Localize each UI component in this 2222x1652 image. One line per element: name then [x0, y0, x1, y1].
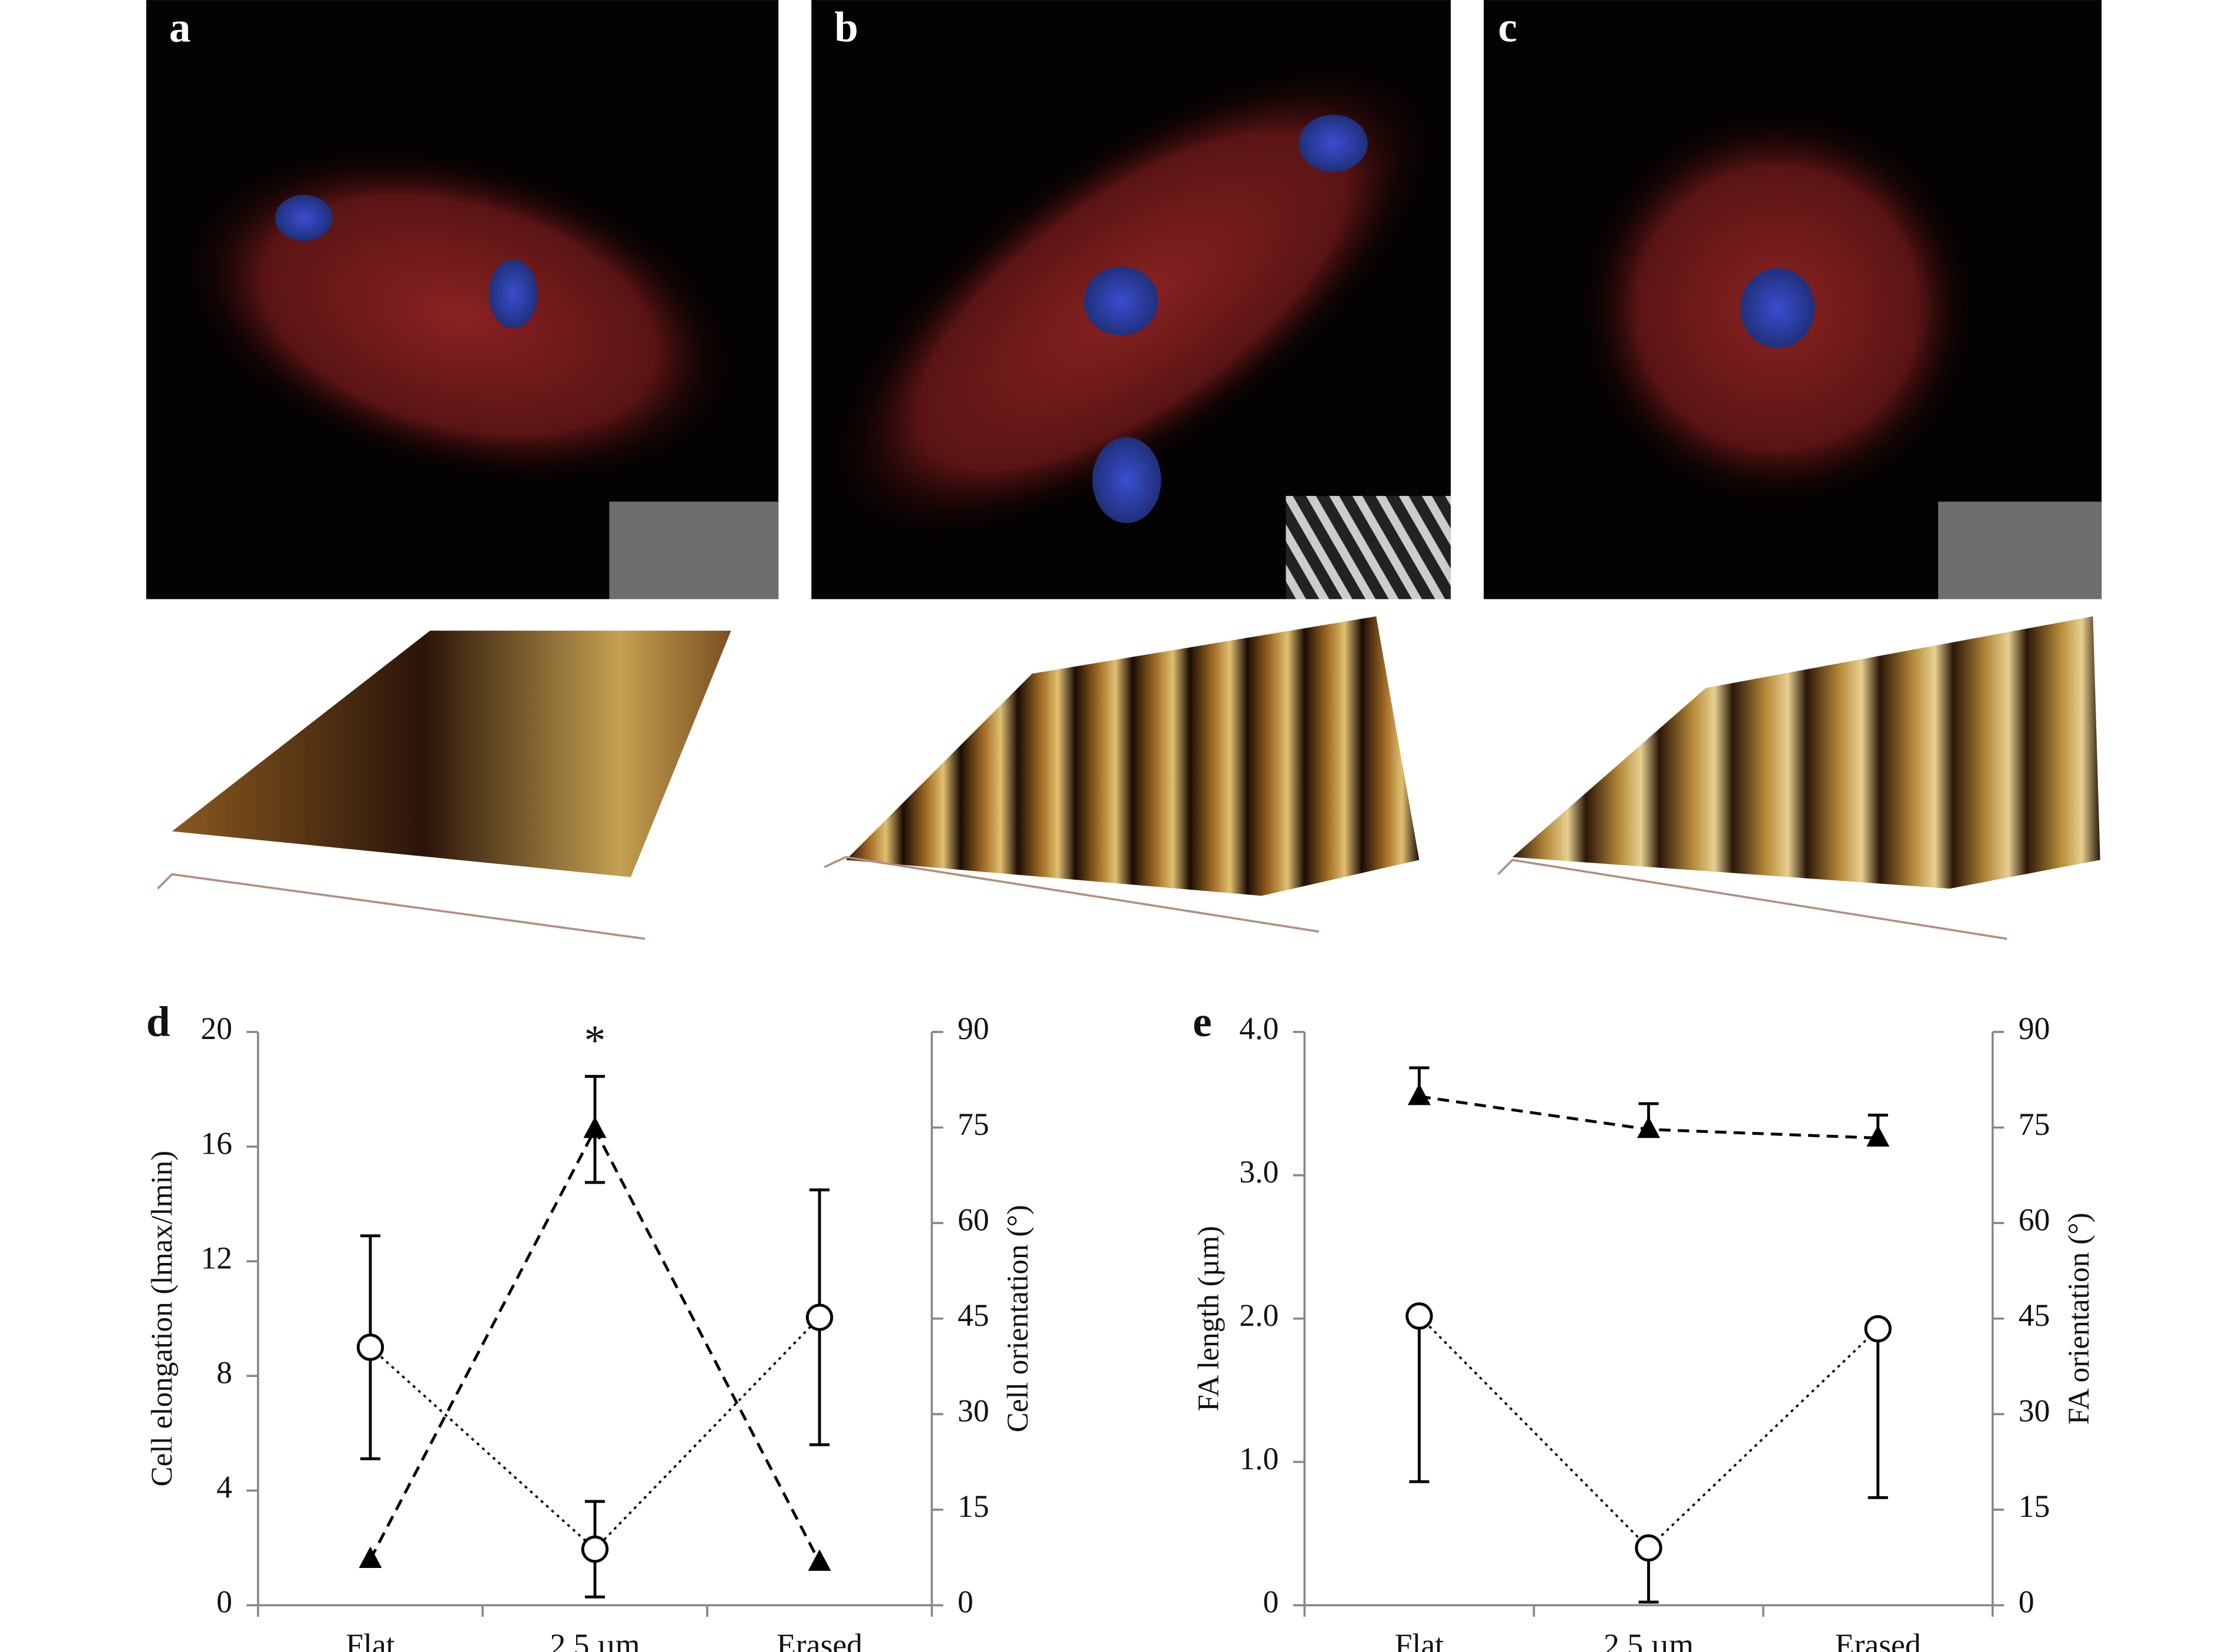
x-tick-label: 2.5 µm — [1604, 1627, 1694, 1652]
nucleus — [1740, 268, 1815, 349]
marker — [805, 1303, 834, 1331]
y-tick-label: 12 — [200, 1240, 232, 1275]
y2-tick-label: 45 — [2019, 1298, 2050, 1333]
y-tick-label: 1.0 — [1239, 1441, 1279, 1476]
surface-axis — [1497, 859, 2007, 940]
marker — [1637, 1116, 1661, 1138]
nucleus — [1092, 437, 1162, 524]
x-tick-label: Flat — [1395, 1627, 1444, 1652]
inset — [609, 501, 779, 599]
marker — [1866, 1125, 1890, 1147]
nucleus — [488, 259, 538, 329]
x-tick-label: Erased — [1835, 1627, 1921, 1652]
y2-tick-label: 30 — [2019, 1393, 2050, 1429]
surface-axis — [156, 873, 645, 940]
y-tick-label: 16 — [200, 1125, 232, 1161]
afm-surfaces — [156, 616, 2100, 940]
y-tick-label: 0 — [216, 1584, 232, 1620]
micrographs — [146, 0, 2102, 599]
marker — [1635, 1534, 1662, 1562]
panel-label: b — [834, 4, 858, 51]
inset — [1286, 495, 1451, 599]
panel-label: d — [146, 998, 170, 1046]
marker — [1406, 1302, 1433, 1330]
panel-label: c — [1498, 4, 1517, 51]
marker — [583, 1116, 607, 1138]
inset — [1938, 501, 2102, 599]
y2-tick-label: 0 — [958, 1584, 973, 1620]
marker — [581, 1535, 609, 1563]
marker — [359, 1546, 382, 1569]
series-line — [1418, 1315, 1879, 1550]
y-tick-label: 3.0 — [1239, 1154, 1279, 1189]
marker — [1407, 1083, 1431, 1105]
nucleus — [1083, 266, 1159, 336]
surface-b — [845, 616, 1420, 896]
series-line — [369, 1126, 821, 1563]
x-tick-label: 2.5 µm — [550, 1627, 640, 1652]
y-tick-label: 0 — [1263, 1584, 1279, 1620]
surface-axis — [824, 856, 1319, 933]
y2-tick-label: 60 — [2019, 1202, 2050, 1237]
y2-tick-label: 75 — [2019, 1107, 2050, 1142]
surface-c — [1512, 616, 2100, 889]
x-tick-label: Flat — [346, 1627, 395, 1652]
panel-label: a — [169, 4, 191, 51]
y2-tick-label: 0 — [2019, 1584, 2034, 1620]
marker — [1864, 1315, 1892, 1343]
y2-tick-label: 90 — [2019, 1011, 2050, 1046]
annotation: * — [584, 1017, 606, 1064]
marker — [356, 1333, 384, 1361]
y-tick-label: 4 — [216, 1470, 232, 1505]
y-axis-label: Cell elongation (lmax/lmin) — [145, 1151, 179, 1487]
y2-tick-label: 45 — [958, 1298, 989, 1333]
y2-tick-label: 15 — [958, 1489, 989, 1524]
y-tick-label: 2.0 — [1239, 1298, 1279, 1333]
y-tick-label: 4.0 — [1239, 1011, 1279, 1046]
nucleus — [1299, 115, 1368, 172]
y2-axis-label: FA orientation (°) — [2062, 1212, 2096, 1425]
y2-tick-label: 75 — [958, 1107, 989, 1142]
y-axis-label: FA length (µm) — [1192, 1226, 1225, 1412]
y2-tick-label: 15 — [2019, 1489, 2050, 1524]
y-tick-label: 20 — [200, 1011, 232, 1046]
nucleus — [275, 195, 333, 241]
y2-tick-label: 30 — [958, 1393, 989, 1429]
surface-a — [172, 631, 731, 877]
x-tick-label: Erased — [777, 1627, 862, 1652]
y-tick-label: 8 — [216, 1355, 232, 1390]
error-bar — [1409, 1316, 1430, 1483]
y2-tick-label: 90 — [958, 1011, 989, 1046]
error-bar — [1868, 1329, 1888, 1499]
panel-label: e — [1193, 998, 1212, 1046]
y2-axis-label: Cell orientation (°) — [1001, 1205, 1035, 1432]
y2-tick-label: 60 — [958, 1202, 989, 1237]
marker — [808, 1549, 831, 1571]
